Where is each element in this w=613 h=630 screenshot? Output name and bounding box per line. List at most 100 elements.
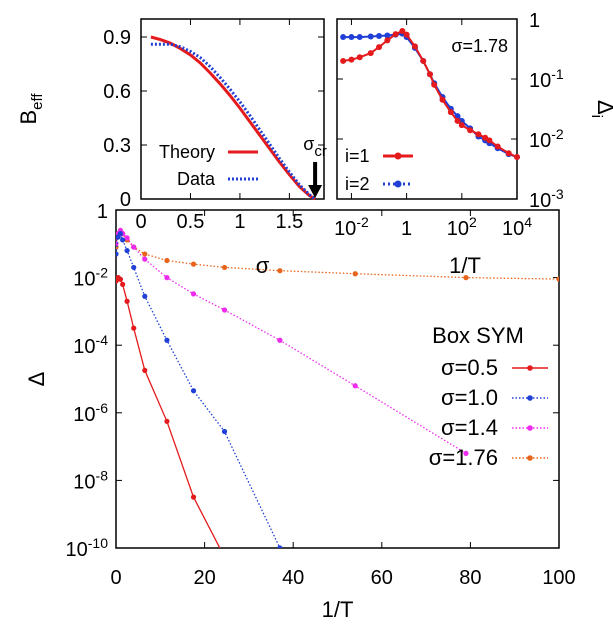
- delta-i-legend-marker: [394, 152, 402, 160]
- delta-i-x-axis-label: 1/T: [449, 253, 481, 278]
- delta-point: [164, 418, 170, 424]
- delta-x-tick-label: 80: [459, 567, 481, 589]
- beff-legend-label: Data: [177, 169, 216, 189]
- delta-point: [131, 264, 137, 271]
- delta-point: [164, 257, 170, 264]
- delta-i-point: [367, 33, 374, 40]
- delta-point: [221, 428, 228, 435]
- delta-plot-area: [116, 227, 559, 564]
- delta-series: [116, 275, 229, 564]
- delta-point: [224, 559, 229, 564]
- delta-i-point: [494, 143, 501, 150]
- delta-point: [142, 293, 148, 299]
- delta-i-x-tick-label: 104: [502, 214, 532, 240]
- delta-i-point: [399, 28, 406, 35]
- delta-i-x-tick-label: 1: [401, 218, 412, 240]
- delta-i-point: [439, 96, 446, 103]
- delta-y-tick-label: 10-10: [66, 535, 109, 561]
- delta-point: [164, 337, 170, 343]
- delta-y-tick-label: 1: [97, 201, 108, 223]
- delta-x-tick-label: 60: [371, 567, 393, 589]
- delta-series-line: [116, 231, 559, 280]
- delta-i-point: [340, 34, 347, 41]
- delta-i-point: [431, 81, 438, 88]
- delta-i-y-tick-label: 10-2: [529, 126, 564, 152]
- delta-panel: 0 20 40 60 80 100 1 10-2 10-4 10-6 10-8 10-10 Δ 1/T Bo…: [24, 201, 576, 622]
- delta-i-panel: 10-2 1 102 104 1 10-1 10-2 10-3 Δi 1/T σ=1.78 i=1 i=…: [334, 10, 613, 278]
- delta-point: [124, 247, 130, 254]
- beff-y-tick-label: 0.6: [103, 81, 131, 103]
- delta-i-point: [420, 57, 427, 64]
- delta-point: [124, 235, 130, 241]
- delta-point: [277, 337, 283, 343]
- delta-legend-marker: [527, 455, 533, 461]
- delta-i-point: [454, 117, 461, 124]
- delta-point: [190, 388, 197, 394]
- delta-point: [190, 261, 197, 267]
- delta-y-axis-label: Δ: [24, 371, 49, 386]
- delta-point: [164, 275, 170, 281]
- delta-i-annotation: σ=1.78: [451, 36, 508, 56]
- delta-i-point: [356, 54, 363, 61]
- delta-i-point: [467, 127, 474, 134]
- delta-i-point: [348, 56, 355, 63]
- delta-i-point: [458, 122, 465, 129]
- delta-point: [124, 298, 130, 304]
- delta-legend-title: Box SYM: [432, 323, 524, 348]
- beff-frame: [140, 18, 325, 200]
- delta-series: [116, 231, 283, 548]
- delta-i-legend-label: i=1: [345, 146, 370, 166]
- delta-point: [221, 264, 228, 271]
- beff-x-tick-label: 1: [234, 211, 245, 233]
- delta-y-tick-label: 10-6: [73, 400, 108, 426]
- delta-point: [117, 231, 124, 237]
- delta-legend-label: σ=1.0: [441, 385, 498, 410]
- beff-y-tick-label: 0.3: [103, 135, 131, 157]
- beff-annotation-sigma-cr: σcr: [303, 134, 327, 160]
- delta-point: [190, 494, 197, 500]
- delta-point: [556, 276, 559, 282]
- beff-x-tick-label: 0.5: [177, 211, 205, 233]
- delta-legend-marker: [527, 425, 533, 431]
- delta-i-point: [348, 34, 355, 41]
- delta-i-point: [340, 57, 347, 64]
- delta-point: [221, 307, 228, 313]
- beff-annotation-arrow-head: [308, 185, 323, 198]
- beff-y-tick-label: 0.9: [103, 27, 131, 49]
- delta-point: [116, 251, 119, 257]
- delta-i-point: [384, 32, 391, 39]
- delta-y-tick-label: 10-2: [73, 265, 108, 291]
- delta-point: [142, 256, 148, 262]
- beff-legend-label: Theory: [159, 142, 215, 162]
- delta-i-series: [340, 28, 520, 161]
- delta-i-point: [356, 34, 363, 41]
- delta-point: [277, 268, 283, 274]
- delta-legend-label: σ=0.5: [441, 355, 498, 380]
- delta-point: [463, 275, 469, 281]
- beff-y-axis-label: Beff: [16, 93, 46, 125]
- delta-point: [120, 281, 126, 287]
- delta-y-tick-label: 10-4: [73, 332, 108, 358]
- delta-i-point: [411, 43, 418, 50]
- delta-point: [142, 367, 148, 373]
- delta-x-tick-label: 0: [110, 567, 121, 589]
- delta-i-point: [486, 137, 493, 144]
- beff-series-line: [150, 42, 317, 201]
- delta-i-frame: [336, 18, 518, 200]
- delta-point: [463, 450, 469, 456]
- delta-i-x-tick-label: 102: [447, 214, 477, 240]
- delta-point: [352, 383, 358, 389]
- delta-x-tick-label: 20: [193, 567, 215, 589]
- beff-x-tick-label: 0: [135, 211, 146, 233]
- delta-i-point: [384, 37, 391, 44]
- delta-point: [190, 291, 197, 297]
- delta-i-point: [447, 109, 454, 116]
- delta-point: [352, 271, 358, 277]
- beff-panel: 0 0.5 1 1.5 0 0.3 0.6 0.9 Beff σ Theory Data σcr: [16, 18, 327, 278]
- delta-series-line: [116, 232, 281, 548]
- delta-i-point: [426, 71, 433, 78]
- delta-y-tick-label: 10-8: [73, 467, 108, 493]
- delta-legend-marker: [527, 365, 533, 371]
- delta-i-point: [505, 150, 512, 157]
- delta-i-y-tick-label: 1: [529, 10, 540, 32]
